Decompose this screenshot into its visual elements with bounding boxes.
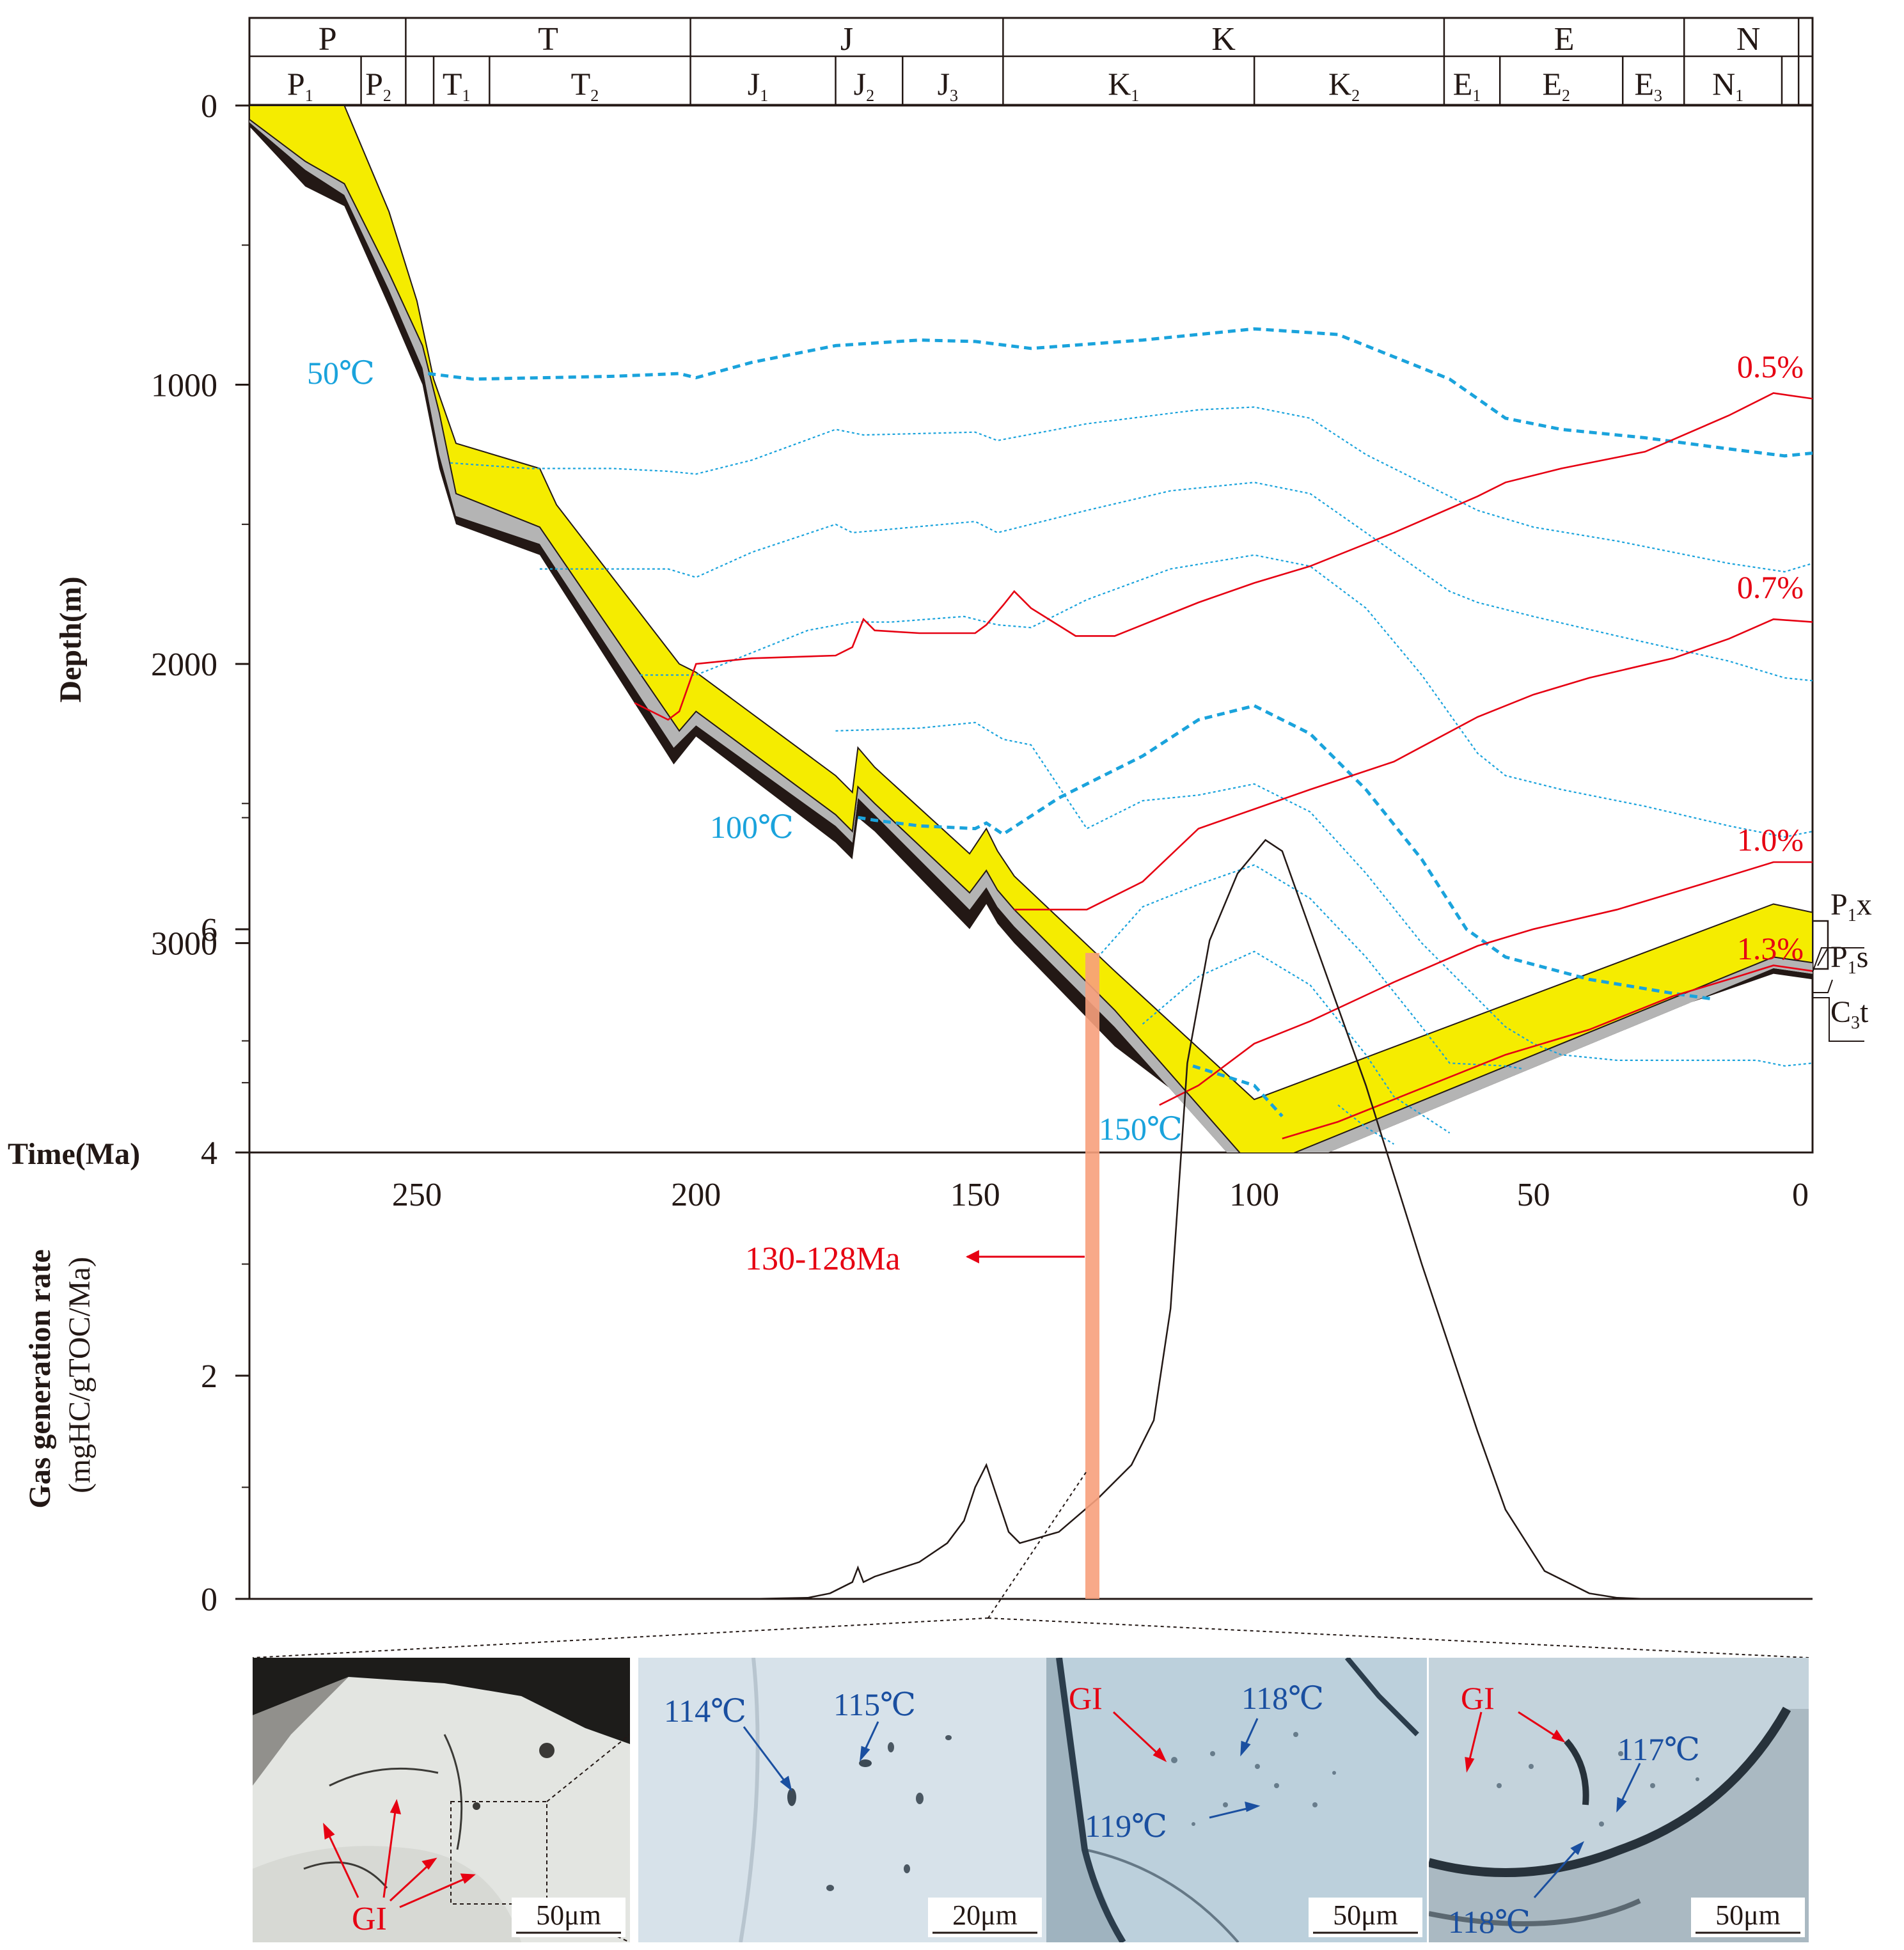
gas-tick-label: 2 xyxy=(201,1358,217,1395)
period-label: P xyxy=(319,21,337,58)
ro-labels: 0.5% 0.7% 1.0% 1.3% xyxy=(1737,349,1804,966)
time-tick-label: 50 xyxy=(1517,1177,1550,1213)
epoch-label: K2 xyxy=(1328,66,1360,105)
yellow-layer-p1x xyxy=(249,106,1813,1152)
period-label: E xyxy=(1554,21,1575,58)
zoom-line xyxy=(252,1617,989,1658)
formation-label-p1x: P1x xyxy=(1830,888,1872,925)
ro-line xyxy=(634,392,1813,721)
ro-label: 0.5% xyxy=(1737,349,1804,384)
depth-tick-label: 2000 xyxy=(151,647,217,683)
epoch-label: T2 xyxy=(571,66,599,105)
micrograph-2: 114℃ 115℃ 20μm xyxy=(638,1658,1046,1942)
ro-line xyxy=(1282,964,1813,1140)
temp-label: 115℃ xyxy=(833,1687,916,1722)
gas-generation-curve xyxy=(696,838,1646,1600)
stratigraphic-column: P T J K E N P1 P2 T1 T2 J1 J2 J3 K1 K2 E1 E2 E3 N1 xyxy=(248,17,1814,106)
isotherm-minor-line xyxy=(1337,1104,1394,1145)
formation-label-c3t: C3t xyxy=(1830,995,1869,1033)
depth-tick-label: 0 xyxy=(201,88,217,125)
ro-label: 1.3% xyxy=(1737,931,1804,966)
micrograph-1: GI 50μm xyxy=(253,1658,630,1942)
period-label: J xyxy=(840,21,853,58)
event-label: 130-128Ma xyxy=(745,1241,901,1277)
gas-tick-label: 6 xyxy=(201,912,217,948)
gas-tick-label: 0 xyxy=(201,1582,217,1618)
epoch-label: P1 xyxy=(287,66,313,105)
isotherm-major-line xyxy=(427,327,1813,458)
period-label: T xyxy=(538,21,558,58)
isotherm-major-line xyxy=(857,704,1713,1001)
gas-axis-label: Gas generation rate (mgHC/gTOC/Ma) xyxy=(23,1241,97,1508)
gi-label: GI xyxy=(352,1901,387,1937)
depth-axis-label: Depth(m) xyxy=(54,576,88,702)
epoch-label: E2 xyxy=(1542,66,1570,105)
micrograph-3: GI 118℃ 119℃ 50μm xyxy=(1046,1658,1427,1942)
vitrinite-reflectance-lines xyxy=(634,392,1813,1140)
time-axis: 250 200 150 100 50 0 xyxy=(392,1177,1809,1213)
formation-labels: P1x P1s C3t xyxy=(1812,888,1872,1042)
isotherm-labels: 50℃ 100℃ 150℃ xyxy=(307,355,1183,1147)
scale-label: 50μm xyxy=(1715,1899,1781,1931)
gas-tick-label: 4 xyxy=(201,1135,217,1172)
epoch-label: E3 xyxy=(1634,66,1662,105)
temp-label: 117℃ xyxy=(1617,1731,1700,1767)
isotherm-label: 50℃ xyxy=(307,355,375,391)
scale-label: 50μm xyxy=(1333,1899,1398,1931)
burial-plot-frame xyxy=(248,104,1814,1154)
isotherm-minor-line xyxy=(450,406,1813,573)
black-layer-c3t xyxy=(249,122,1813,1152)
zoom-line xyxy=(987,1472,1087,1619)
gi-label: GI xyxy=(1461,1680,1495,1716)
isotherms-major xyxy=(427,327,1813,1117)
scale-label: 20μm xyxy=(952,1899,1018,1931)
epoch-label: J2 xyxy=(854,66,874,105)
period-label: N xyxy=(1736,21,1761,58)
isotherm-minor-line xyxy=(640,554,1813,838)
ro-line xyxy=(1014,618,1813,911)
period-label: K xyxy=(1211,21,1236,58)
temp-label: 114℃ xyxy=(664,1693,746,1729)
temp-label: 118℃ xyxy=(1448,1904,1530,1940)
ro-label: 1.0% xyxy=(1737,822,1804,858)
epoch-label: T1 xyxy=(443,66,471,105)
time-tick-label: 0 xyxy=(1792,1177,1809,1213)
time-tick-label: 250 xyxy=(392,1177,442,1213)
micrograph-4: GI 117℃ 118℃ 50μm xyxy=(1429,1658,1809,1942)
isotherm-minor-line xyxy=(1097,864,1523,1070)
epoch-label: J1 xyxy=(748,66,768,105)
epoch-label: J3 xyxy=(938,66,958,105)
epoch-label: K1 xyxy=(1108,66,1139,105)
isotherm-label: 150℃ xyxy=(1099,1111,1183,1147)
ro-line xyxy=(1159,861,1813,1106)
depth-tick-label: 3000 xyxy=(151,926,217,963)
epoch-label: N1 xyxy=(1712,66,1743,105)
scale-label: 50μm xyxy=(536,1899,601,1931)
zoom-line xyxy=(987,1617,1809,1658)
isotherm-label: 100℃ xyxy=(710,809,794,845)
temp-label: 119℃ xyxy=(1085,1808,1167,1844)
time-axis-label: Time(Ma) xyxy=(8,1137,140,1171)
event-bar-130-128ma xyxy=(1085,953,1100,1599)
isotherm-major-line xyxy=(1192,1064,1284,1117)
temp-label: 118℃ xyxy=(1241,1680,1324,1716)
formation-label-p1s: P1s xyxy=(1830,940,1868,978)
ro-label: 0.7% xyxy=(1737,569,1804,605)
epoch-label: E1 xyxy=(1453,66,1481,105)
burial-layers xyxy=(249,106,1813,1152)
time-tick-label: 200 xyxy=(671,1177,721,1213)
gas-rate-axis: 0 2 4 6 xyxy=(201,817,249,1618)
gi-label: GI xyxy=(1069,1680,1103,1716)
epoch-label: P2 xyxy=(365,66,391,105)
time-tick-label: 100 xyxy=(1229,1177,1279,1213)
depth-tick-label: 1000 xyxy=(151,368,217,404)
time-tick-label: 150 xyxy=(950,1177,1000,1213)
isotherm-minor-line xyxy=(1142,950,1451,1134)
isotherm-minor-line xyxy=(539,482,1813,682)
depth-axis: 0 1000 2000 3000 xyxy=(151,88,249,1083)
isotherms-minor xyxy=(450,406,1813,1145)
